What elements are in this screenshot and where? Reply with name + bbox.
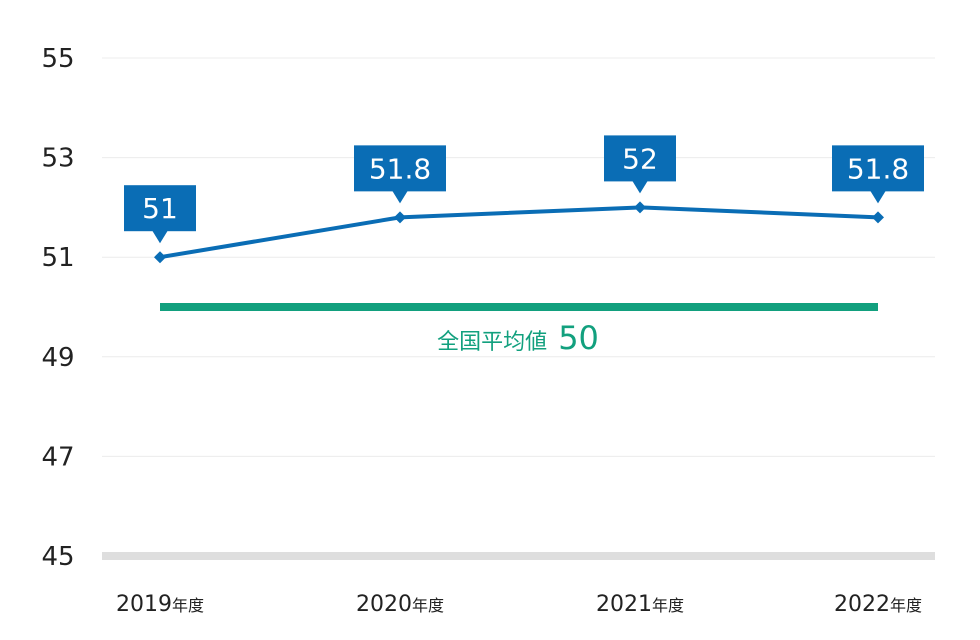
y-axis-ticks: 55 53 51 49 47 45 <box>41 44 74 572</box>
x-tick-suffix: 年度 <box>412 596 444 615</box>
x-tick-year: 2019 <box>116 592 172 617</box>
x-tick-label: 2020年度 <box>356 592 444 617</box>
x-axis-ticks: 2019年度 2020年度 2021年度 2022年度 <box>116 592 922 617</box>
x-tick-label: 2021年度 <box>596 592 684 617</box>
y-tick-label: 47 <box>41 442 74 472</box>
data-point <box>154 251 166 264</box>
x-tick-suffix: 年度 <box>890 596 922 615</box>
data-label: 51.8 <box>847 152 909 185</box>
data-label-pointer <box>152 230 168 244</box>
data-label-box <box>604 135 676 182</box>
data-label-callout: 51 <box>124 185 196 244</box>
x-tick-year: 2021 <box>596 592 652 617</box>
series-layer <box>154 201 884 264</box>
data-label-callout: 51.8 <box>354 145 446 204</box>
data-labels: 51 51.8 52 51.8 <box>124 135 924 244</box>
x-tick-year: 2020 <box>356 592 412 617</box>
national-average-label: 全国平均値 <box>437 330 547 355</box>
y-tick-label: 53 <box>41 144 74 174</box>
x-tick-label: 2019年度 <box>116 592 204 617</box>
data-point <box>394 211 406 224</box>
data-label-callout: 51.8 <box>832 145 924 204</box>
y-tick-label: 55 <box>41 44 74 74</box>
data-label: 52 <box>622 142 658 175</box>
data-label-box <box>124 185 196 232</box>
data-label-box <box>832 145 924 192</box>
y-tick-label: 51 <box>41 243 74 273</box>
series-line <box>159 205 879 260</box>
x-tick-label: 2022年度 <box>834 592 922 617</box>
x-tick-suffix: 年度 <box>652 596 684 615</box>
data-label-pointer <box>632 180 648 194</box>
data-point <box>872 211 884 224</box>
data-label-pointer <box>870 190 886 204</box>
national-average-value: 50 <box>558 319 599 357</box>
data-label: 51.8 <box>369 152 431 185</box>
y-tick-label: 49 <box>41 343 74 373</box>
x-tick-year: 2022 <box>834 592 890 617</box>
data-point <box>634 201 646 214</box>
national-average-reference: 全国平均値 50 <box>160 303 878 357</box>
grid-lines <box>102 57 935 560</box>
data-label: 51 <box>142 192 178 225</box>
national-average-text: 全国平均値 50 <box>437 319 599 357</box>
data-label-box <box>354 145 446 192</box>
data-label-pointer <box>392 190 408 204</box>
data-label-callout: 52 <box>604 135 676 194</box>
x-tick-suffix: 年度 <box>172 596 204 615</box>
y-tick-label: 45 <box>41 542 74 572</box>
